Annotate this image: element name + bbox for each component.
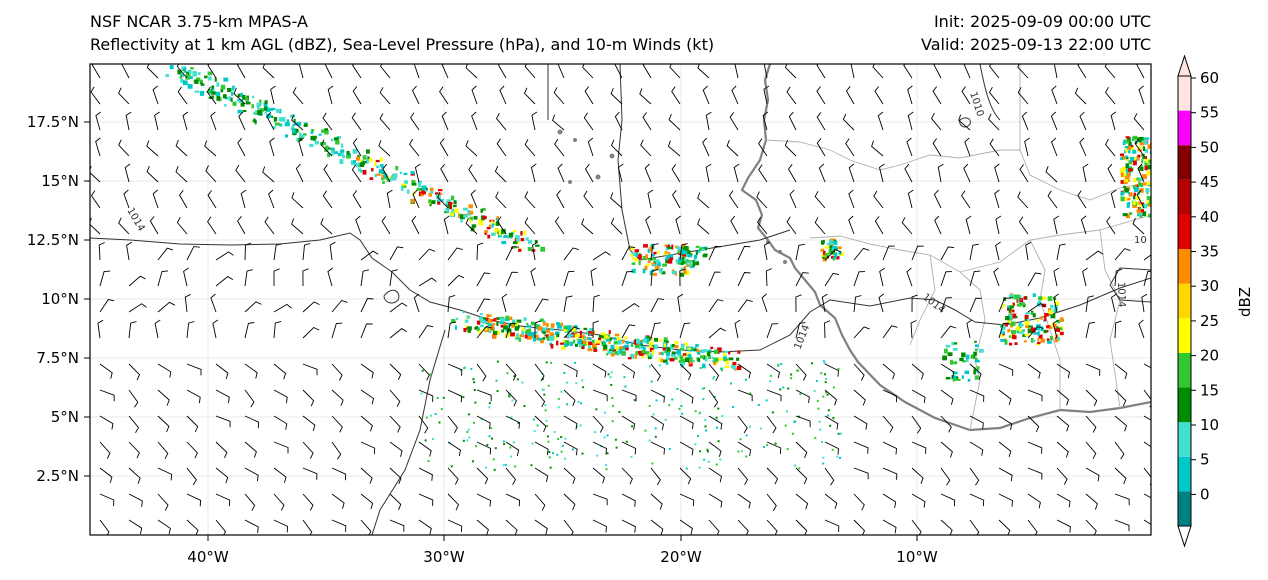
lat-tick-label: 5°N	[51, 408, 79, 426]
colorbar-tick-label: 5	[1200, 451, 1210, 469]
colorbar-segment	[1178, 179, 1191, 215]
colorbar-tick-label: 15	[1200, 381, 1219, 399]
colorbar-segment	[1178, 387, 1191, 423]
lon-tick-label: 30°W	[423, 548, 465, 566]
wind-barbs	[90, 64, 1151, 535]
lat-tick-label: 2.5°N	[36, 467, 79, 485]
lat-tick-label: 17.5°N	[27, 113, 79, 131]
lon-tick-label: 10°W	[896, 548, 938, 566]
colorbar-tick-label: 55	[1200, 104, 1219, 122]
colorbar-segment	[1178, 249, 1191, 284]
fields-title: Reflectivity at 1 km AGL (dBZ), Sea-Leve…	[90, 35, 715, 54]
colorbar-min-extension	[1177, 525, 1192, 548]
lat-tick-label: 10°N	[41, 290, 79, 308]
colorbar-tick-label: 0	[1200, 485, 1210, 503]
colorbar-tick-label: 10	[1200, 416, 1219, 434]
lat-tick-label: 7.5°N	[36, 349, 79, 367]
colorbar-tick-label: 50	[1200, 138, 1219, 156]
colorbar-tick-label: 45	[1200, 173, 1219, 191]
lat-tick-label: 12.5°N	[27, 231, 79, 249]
contour-label: 1014	[1115, 282, 1127, 308]
model-title: NSF NCAR 3.75-km MPAS-A	[90, 12, 308, 31]
colorbar-tick-label: 40	[1200, 208, 1219, 226]
colorbar-segment	[1178, 456, 1191, 492]
colorbar-segment	[1178, 145, 1191, 180]
colorbar-label: dBZ	[1236, 287, 1254, 317]
map-content: 1010 1014 1014 1014 1014 10	[90, 64, 1151, 535]
contour-label: 10	[1134, 235, 1147, 246]
islands	[557, 129, 787, 264]
isobars	[90, 64, 1151, 535]
colorbar	[1177, 54, 1196, 548]
colorbar-segment	[1178, 110, 1191, 146]
gridlines	[90, 64, 1151, 535]
colorbar-outline	[1177, 75, 1192, 527]
colorbar-segment	[1178, 283, 1191, 319]
axis-ticks	[84, 121, 918, 541]
colorbar-tick-label: 30	[1200, 277, 1219, 295]
lon-tick-label: 40°W	[187, 548, 229, 566]
colorbar-segment	[1178, 214, 1191, 250]
lon-tick-label: 20°W	[660, 548, 702, 566]
coastline	[740, 64, 1151, 432]
colorbar-segment	[1178, 422, 1191, 457]
colorbar-tick-label: 35	[1200, 243, 1219, 261]
colorbar-segment	[1178, 76, 1191, 111]
lat-tick-label: 15°N	[41, 172, 79, 190]
colorbar-tick-label: 20	[1200, 347, 1219, 365]
colorbar-tick-label: 25	[1200, 312, 1219, 330]
colorbar-segment	[1178, 491, 1191, 526]
valid-time: Valid: 2025-09-13 22:00 UTC	[920, 35, 1151, 54]
colorbar-segment	[1178, 352, 1191, 388]
init-time: Init: 2025-09-09 00:00 UTC	[933, 12, 1151, 31]
colorbar-segment	[1178, 318, 1191, 353]
colorbar-tick-label: 60	[1200, 69, 1219, 87]
colorbar-max-extension	[1177, 54, 1192, 77]
